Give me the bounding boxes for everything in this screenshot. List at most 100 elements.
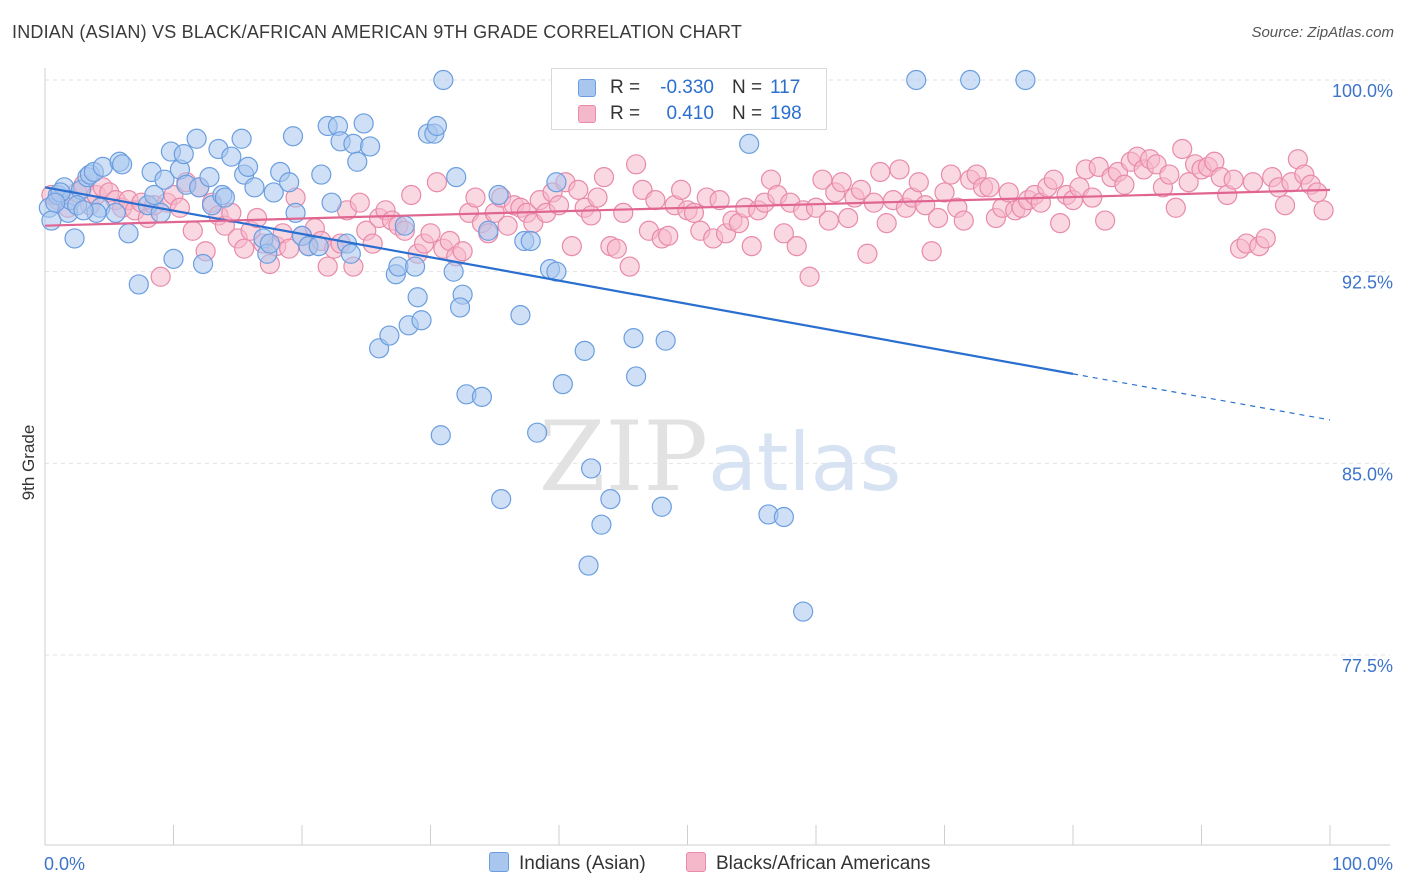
data-point-blacks <box>182 220 203 241</box>
data-point-indians <box>488 184 509 206</box>
legend-swatch-blue <box>578 79 596 97</box>
data-point-blacks <box>799 266 820 287</box>
data-point-blacks <box>619 256 640 277</box>
bottom-legend-blacks: Blacks/African Americans <box>686 852 930 875</box>
data-point-indians <box>625 366 647 387</box>
legend-box: R = -0.330 N = 117 R = 0.410 N = 198 <box>551 68 827 130</box>
data-point-indians <box>546 172 567 193</box>
data-point-indians <box>1015 69 1036 91</box>
data-point-indians <box>105 202 126 223</box>
data-point-indians <box>221 146 242 167</box>
data-point-blacks <box>1095 210 1116 231</box>
data-point-blacks <box>998 182 1019 203</box>
data-point-indians <box>433 69 454 91</box>
source-label: Source: ZipAtlas.com <box>1251 24 1394 41</box>
data-point-indians <box>360 136 381 157</box>
data-point-indians <box>591 514 612 535</box>
data-point-indians <box>111 154 133 175</box>
data-point-blacks <box>786 236 807 257</box>
data-point-blacks <box>645 190 666 211</box>
data-point-indians <box>655 330 676 351</box>
data-point-indians <box>379 325 400 346</box>
data-point-blacks <box>1159 164 1180 185</box>
data-point-indians <box>906 69 927 91</box>
data-point-blacks <box>741 236 762 257</box>
data-point-indians <box>449 297 471 318</box>
data-point-indians <box>173 144 194 165</box>
data-point-blacks <box>613 202 634 223</box>
data-point-blacks <box>773 223 794 244</box>
data-point-indians <box>552 374 573 395</box>
data-point-blacks <box>889 159 910 180</box>
data-point-indians <box>407 287 428 308</box>
legend-n-label: N = <box>732 77 763 98</box>
legend-n-value: 117 <box>770 77 801 98</box>
data-point-blacks <box>497 215 518 236</box>
data-point-indians <box>478 220 499 241</box>
data-point-indians <box>199 167 220 188</box>
data-point-indians <box>263 182 284 203</box>
legend-n-label: N = <box>732 103 763 124</box>
data-point-blacks <box>452 241 473 262</box>
bottom-legend-swatch-blue <box>489 852 509 872</box>
data-point-indians <box>118 223 139 244</box>
data-point-blacks <box>561 236 582 257</box>
data-point-blacks <box>362 233 383 254</box>
data-point-blacks <box>1050 213 1071 234</box>
legend-row-indians: R = -0.330 N = 117 <box>552 75 828 101</box>
data-point-blacks <box>831 172 852 193</box>
y-tick-label: 100.0% <box>1332 81 1393 101</box>
data-point-indians <box>574 340 595 361</box>
data-point-blacks <box>1043 169 1064 190</box>
data-point-indians <box>578 555 599 576</box>
x-tick-label: 100.0% <box>1332 854 1393 874</box>
data-point-indians <box>600 489 621 510</box>
data-point-indians <box>128 274 149 295</box>
data-point-indians <box>446 167 467 188</box>
legend-r-label: R = <box>610 77 641 98</box>
data-point-indians <box>491 489 512 510</box>
bottom-legend-swatch-pink <box>686 852 706 872</box>
data-point-indians <box>430 425 451 446</box>
data-point-indians <box>41 210 62 231</box>
data-point-blacks <box>709 190 730 211</box>
data-point-indians <box>45 192 66 213</box>
data-point-blacks <box>317 256 338 277</box>
data-point-indians <box>186 128 207 149</box>
y-tick-label: 77.5% <box>1342 656 1393 676</box>
data-point-blacks <box>234 238 255 259</box>
legend-n-value: 198 <box>770 103 802 124</box>
data-point-indians <box>73 200 94 221</box>
data-point-indians <box>739 133 760 154</box>
data-point-indians <box>623 328 644 349</box>
data-point-indians <box>237 156 259 177</box>
data-point-indians <box>793 601 814 622</box>
data-point-blacks <box>401 184 422 206</box>
data-point-blacks <box>658 225 679 246</box>
data-point-blacks <box>1242 172 1264 193</box>
data-point-indians <box>581 458 602 479</box>
data-point-blacks <box>857 243 878 264</box>
data-point-blacks <box>349 192 370 213</box>
data-point-indians <box>340 243 361 264</box>
data-point-blacks <box>246 207 268 229</box>
data-point-indians <box>520 230 541 252</box>
data-point-indians <box>308 236 329 257</box>
legend-r-value: 0.410 <box>666 103 714 124</box>
data-point-blacks <box>420 223 441 244</box>
data-point-blacks <box>1274 195 1296 216</box>
data-point-indians <box>259 233 280 254</box>
data-point-indians <box>651 496 672 517</box>
data-point-blacks <box>812 169 833 190</box>
data-point-blacks <box>1255 228 1276 249</box>
data-point-indians <box>244 177 265 198</box>
data-point-indians <box>404 256 426 277</box>
data-point-blacks <box>979 177 1000 198</box>
data-point-blacks <box>150 266 171 287</box>
data-point-blacks <box>818 210 839 231</box>
data-point-indians <box>443 261 464 282</box>
data-point-indians <box>144 184 165 206</box>
data-point-indians <box>353 113 374 134</box>
